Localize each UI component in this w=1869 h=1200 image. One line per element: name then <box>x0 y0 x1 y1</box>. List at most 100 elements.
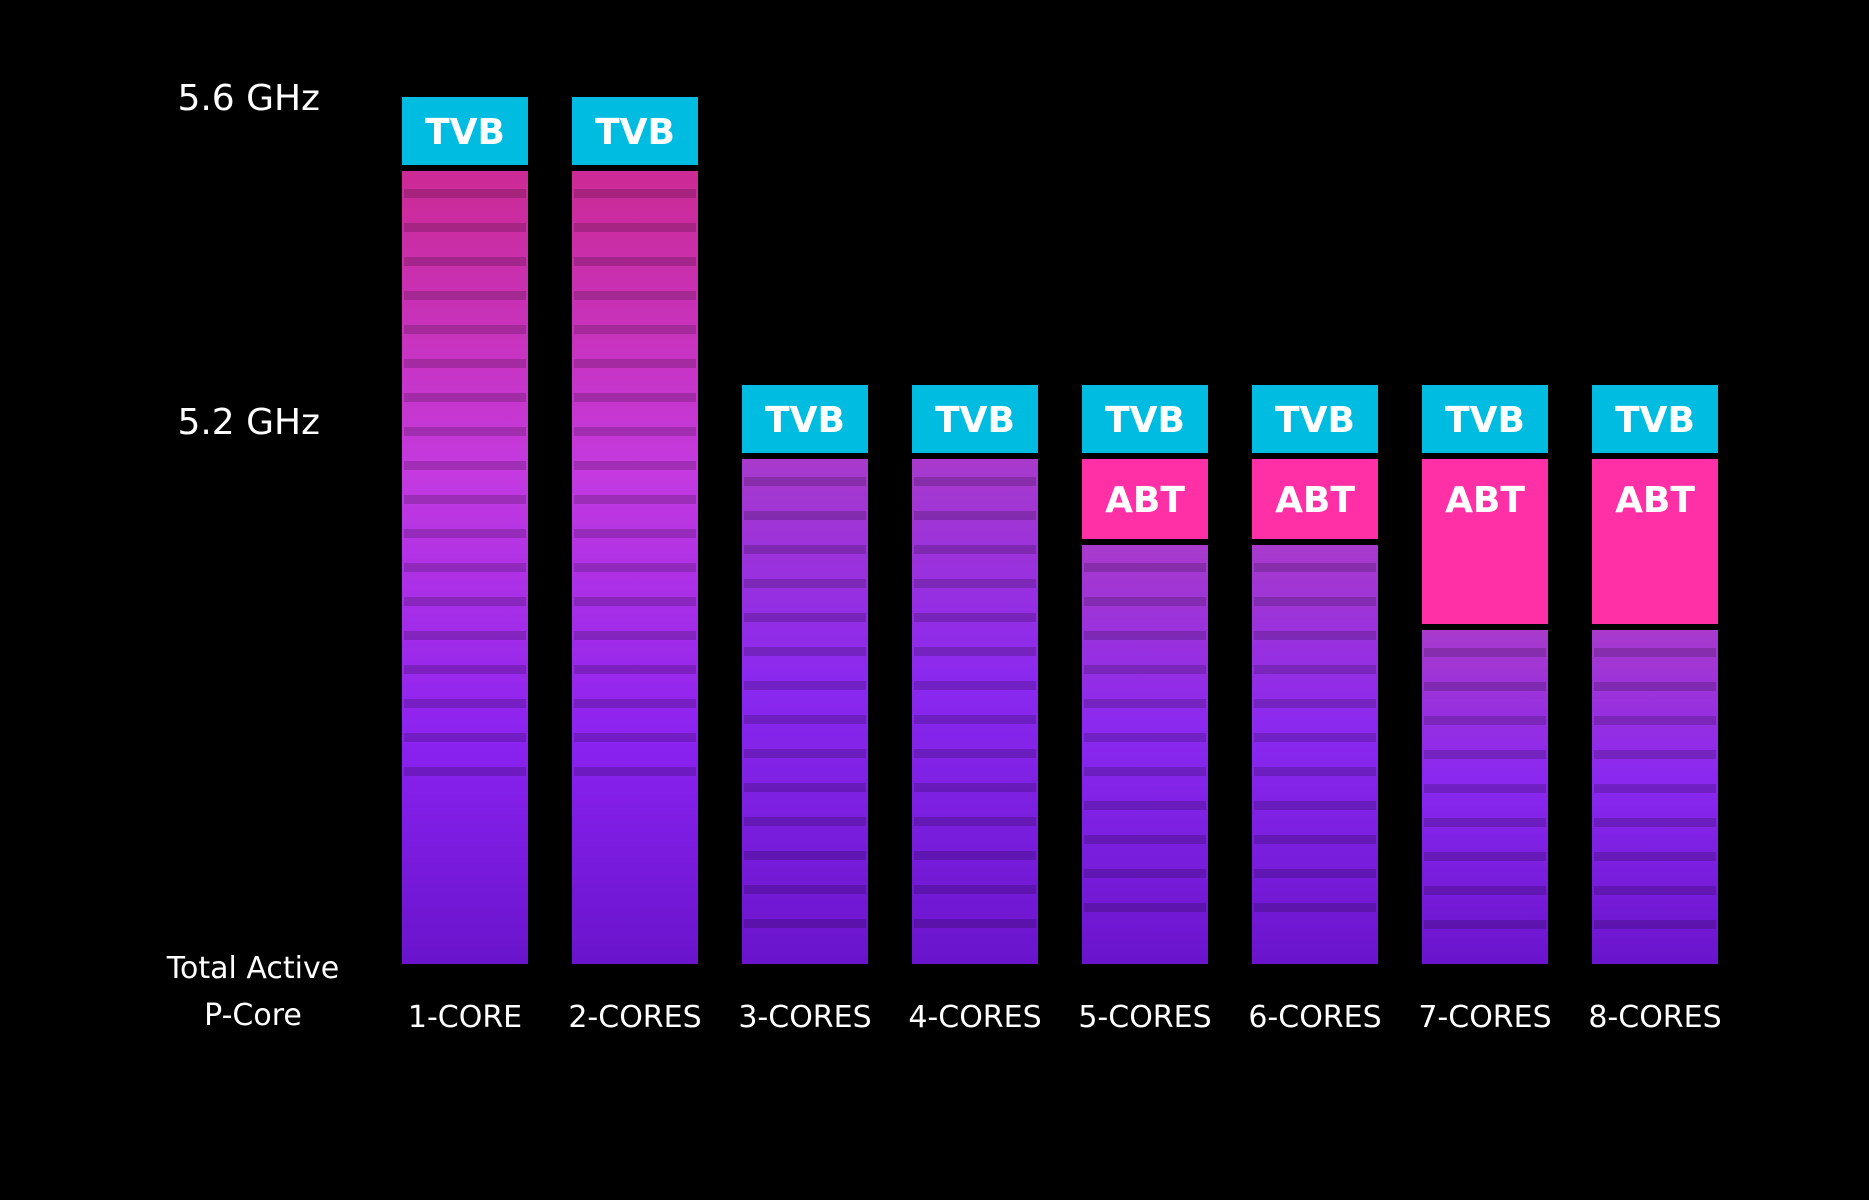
bar-stripe <box>1084 767 1206 776</box>
bar-stripe <box>914 749 1036 758</box>
bar-stripe <box>404 631 526 640</box>
bar-stripe <box>1254 903 1376 912</box>
x-axis-label-line1: Total Active <box>166 951 339 986</box>
tvb-label: TVB <box>1275 400 1355 441</box>
bar-stripe <box>1594 920 1716 929</box>
bar-stripe <box>404 563 526 572</box>
bar-stripe <box>1254 597 1376 606</box>
bar-stripe <box>1424 784 1546 793</box>
bar-stripe <box>1084 699 1206 708</box>
bar-stripe <box>404 257 526 266</box>
bar-stripe <box>404 733 526 742</box>
bar-stripe <box>914 885 1036 894</box>
bar-stripe <box>914 851 1036 860</box>
bar-stripe <box>404 529 526 538</box>
bar-stripe <box>1594 750 1716 759</box>
bar-stripe <box>744 647 866 656</box>
bar-stripe <box>914 579 1036 588</box>
tvb-label: TVB <box>425 112 505 153</box>
bar-stripe <box>1424 682 1546 691</box>
bar-body <box>1592 630 1718 964</box>
bar-stripe <box>914 613 1036 622</box>
bar-stripe <box>574 529 696 538</box>
bar-stripe <box>574 699 696 708</box>
bar-stripe <box>574 257 696 266</box>
bar-stripe <box>744 885 866 894</box>
bar-stripe <box>1594 648 1716 657</box>
tvb-label: TVB <box>765 400 845 441</box>
bar-stripe <box>1084 801 1206 810</box>
bar-stripe <box>1084 903 1206 912</box>
bar-stripe <box>404 767 526 776</box>
bar-stripe <box>574 223 696 232</box>
bars <box>402 97 1718 964</box>
category-label: 4-CORES <box>908 1000 1041 1035</box>
bar-body <box>572 171 698 964</box>
bar-body <box>1252 545 1378 964</box>
bar-stripe <box>1424 920 1546 929</box>
bar-stripe <box>574 767 696 776</box>
y-tick-label: 5.6 GHz <box>177 78 320 119</box>
bar-stripe <box>744 613 866 622</box>
bar-stripe <box>1254 563 1376 572</box>
bar-body <box>1422 630 1548 964</box>
tvb-segment <box>1082 385 1208 453</box>
y-tick-label: 5.2 GHz <box>177 402 320 443</box>
labels: TVB 1-CORE TVB 2-CORES TVB 3-CORES TVB 4-CORES T… <box>166 78 1722 1035</box>
bar-stripe <box>1084 869 1206 878</box>
abt-label: ABT <box>1105 480 1185 521</box>
tvb-segment <box>1422 385 1548 453</box>
abt-segment <box>1422 459 1548 624</box>
bar-stripe <box>404 223 526 232</box>
bar-stripe <box>1254 801 1376 810</box>
category-label: 6-CORES <box>1248 1000 1381 1035</box>
bar-stripe <box>744 511 866 520</box>
bar-stripe <box>1254 767 1376 776</box>
bar-stripe <box>914 545 1036 554</box>
bar-stripe <box>744 715 866 724</box>
tvb-segment <box>742 385 868 453</box>
bar-stripe <box>574 189 696 198</box>
bar-stripe <box>1084 835 1206 844</box>
tvb-segment <box>1592 385 1718 453</box>
bar-stripe <box>1424 818 1546 827</box>
bar-stripe <box>574 733 696 742</box>
category-label: 3-CORES <box>738 1000 871 1035</box>
bar-stripe <box>914 715 1036 724</box>
bar-stripe <box>404 291 526 300</box>
bar-stripe <box>1594 784 1716 793</box>
bar-stripe <box>574 563 696 572</box>
bar-stripe <box>914 919 1036 928</box>
bar-stripe <box>404 461 526 470</box>
x-axis-label-line2: P-Core <box>204 998 302 1033</box>
bar-stripe <box>744 817 866 826</box>
bar-stripe <box>1424 750 1546 759</box>
category-label: 8-CORES <box>1588 1000 1721 1035</box>
bar-stripe <box>1084 597 1206 606</box>
bar-stripe <box>1084 733 1206 742</box>
bar-stripe <box>404 597 526 606</box>
bar-stripe <box>914 647 1036 656</box>
bar-stripe <box>574 665 696 674</box>
bar-stripe <box>574 597 696 606</box>
bar-stripe <box>744 851 866 860</box>
tvb-label: TVB <box>1615 400 1695 441</box>
bar-stripe <box>1254 699 1376 708</box>
bar-stripe <box>1084 563 1206 572</box>
category-label: 7-CORES <box>1418 1000 1551 1035</box>
bar-stripe <box>1424 648 1546 657</box>
bar-stripe <box>404 325 526 334</box>
tvb-segment <box>572 97 698 165</box>
bar-stripe <box>404 699 526 708</box>
abt-segment <box>1592 459 1718 624</box>
bar-stripe <box>574 495 696 504</box>
bar-stripe <box>1254 733 1376 742</box>
tvb-segment <box>402 97 528 165</box>
bar-stripe <box>574 359 696 368</box>
bar-stripe <box>1424 886 1546 895</box>
bar-stripe <box>914 817 1036 826</box>
bar-stripe <box>744 919 866 928</box>
abt-segment <box>1082 459 1208 539</box>
bar-stripe <box>1594 716 1716 725</box>
